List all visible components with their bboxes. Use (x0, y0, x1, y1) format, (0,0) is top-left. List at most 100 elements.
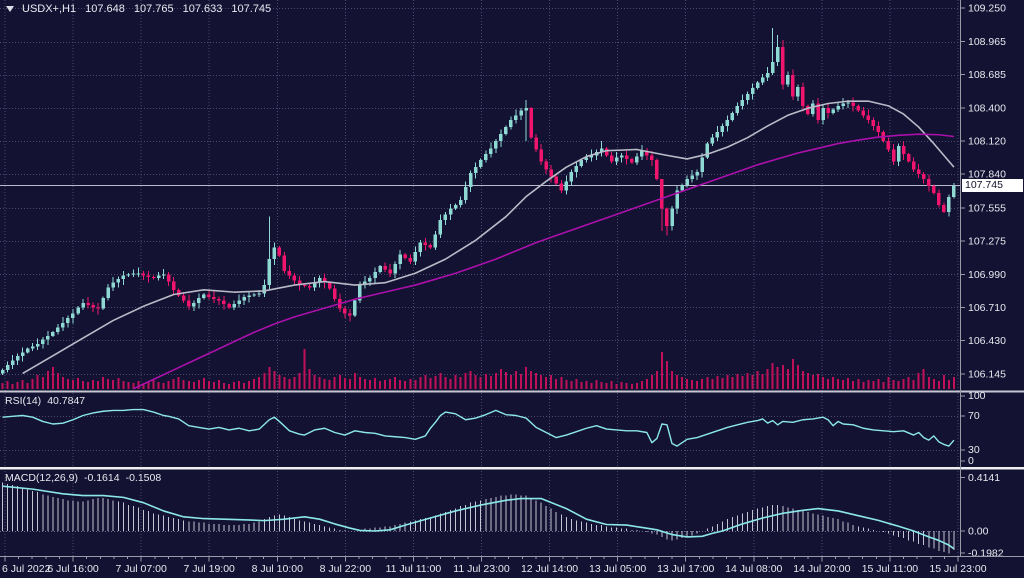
bull-candle (715, 131, 720, 138)
volume-bar (600, 382, 603, 389)
bear-candle (544, 161, 548, 170)
symbol-period-label: USDX+,H1 (22, 3, 77, 15)
bull-candle (237, 300, 241, 304)
bull-candle (509, 120, 513, 128)
volume-bar (389, 379, 392, 389)
svg-text:106.430: 106.430 (968, 335, 1006, 347)
bear-candle (176, 289, 181, 296)
volume-bar (429, 378, 432, 389)
price-scale[interactable]: 109.250 108.965 108.685 108.400 108.120 107.8… (960, 0, 1006, 560)
svg-text:109.250: 109.250 (968, 3, 1006, 15)
volume-bar (112, 380, 115, 389)
macd-name: MACD(12,26,9) (5, 472, 78, 484)
symbol-dropdown-icon[interactable] (6, 6, 14, 12)
bull-candle (524, 108, 528, 111)
volume-bar (862, 382, 865, 389)
bull-candle (61, 322, 65, 328)
volume-bar (222, 383, 225, 389)
volume-bar (484, 374, 487, 389)
volume-bar (41, 377, 44, 389)
volume-bar (122, 381, 125, 389)
bull-candle (131, 273, 136, 275)
svg-text:6 Jul 2022: 6 Jul 2022 (2, 563, 51, 575)
volume-bars (1, 349, 955, 389)
bear-candle (171, 281, 176, 290)
volume-bar (540, 375, 543, 389)
bull-candle (66, 318, 70, 323)
bear-candle (871, 120, 876, 126)
bull-candle (640, 150, 644, 157)
volume-bar (283, 377, 286, 389)
bear-candle (292, 275, 297, 281)
bull-candle (489, 148, 493, 155)
volume-bar (499, 369, 502, 389)
volume-bar (630, 384, 633, 389)
bull-candle (56, 327, 60, 333)
volume-bar (379, 381, 382, 389)
volume-bar (71, 380, 74, 389)
volume-bar (535, 373, 538, 389)
volume-bar (263, 373, 266, 389)
bear-candle (932, 186, 936, 194)
volume-bar (97, 381, 100, 389)
volume-bar (655, 371, 658, 389)
bull-candle (30, 346, 35, 349)
bull-candle (836, 105, 840, 110)
volume-bar (273, 371, 276, 389)
volume-bar (746, 373, 749, 389)
volume-bar (867, 380, 870, 389)
bear-candle (559, 183, 564, 191)
current-price-tag: 107.745 (962, 179, 1023, 192)
volume-bar (897, 381, 900, 389)
volume-bar (691, 380, 694, 389)
svg-text:7 Jul 07:00: 7 Jul 07:00 (115, 563, 167, 575)
bull-candle (589, 155, 594, 158)
bull-candle (760, 77, 765, 83)
volume-bar (635, 383, 638, 389)
separator-main-rsi (0, 390, 1024, 393)
candles-layer[interactable] (0, 28, 956, 375)
volume-bar (248, 381, 251, 389)
volume-bar (827, 379, 830, 389)
volume-bar (676, 375, 679, 389)
bear-candle (151, 276, 156, 278)
bull-candle (952, 185, 956, 197)
bull-candle (720, 125, 725, 132)
volume-bar (927, 377, 930, 389)
bull-candle (775, 46, 780, 63)
volume-bar (907, 377, 910, 389)
svg-text:6 Jul 16:00: 6 Jul 16:00 (47, 563, 99, 575)
volume-bar (595, 380, 598, 389)
volume-bar (716, 376, 719, 389)
bull-candle (242, 296, 246, 301)
bull-candle (705, 143, 710, 158)
volume-bar (323, 379, 326, 389)
volume-bar (253, 379, 256, 389)
volume-bar (892, 380, 895, 389)
bull-candle (619, 155, 624, 158)
bear-candle (86, 302, 90, 306)
bull-candle (363, 281, 367, 286)
volume-bar (162, 383, 165, 389)
bull-candle (272, 247, 277, 260)
volume-bar (565, 380, 568, 389)
volume-bar (751, 375, 754, 389)
volume-bar (560, 377, 563, 389)
bull-candle (267, 259, 272, 286)
volume-bar (479, 377, 482, 389)
svg-text:11 Jul 11:00: 11 Jul 11:00 (386, 563, 442, 575)
bull-candle (202, 294, 206, 299)
bull-candle (690, 175, 694, 179)
volume-bar (736, 374, 739, 389)
volume-bar (36, 375, 39, 389)
bull-candle (0, 369, 5, 374)
volume-bar (11, 384, 14, 389)
volume-bar (464, 373, 467, 389)
volume-bar (66, 379, 69, 389)
volume-bar (741, 376, 744, 389)
bear-candle (886, 141, 891, 150)
panel-separators[interactable] (0, 390, 1024, 470)
bull-candle (786, 75, 790, 85)
